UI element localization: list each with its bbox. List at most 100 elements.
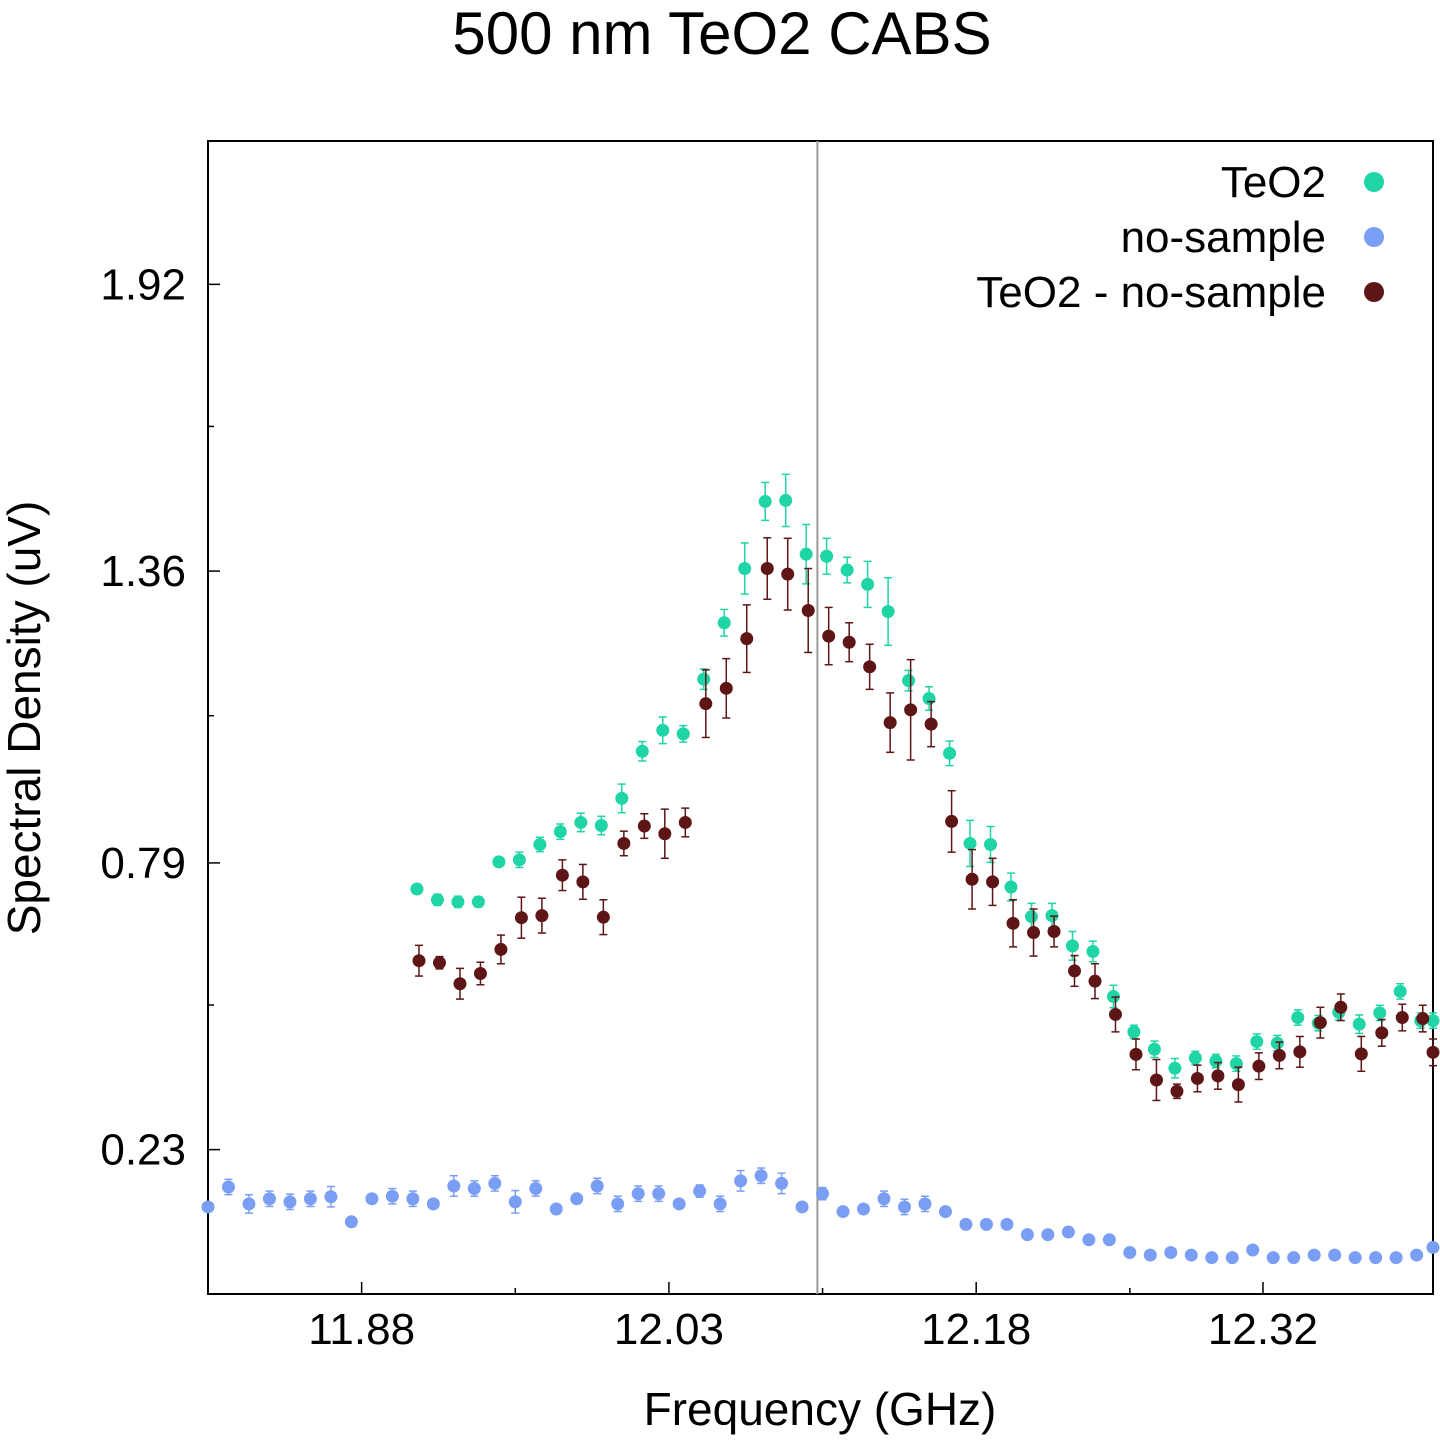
data-point (467, 1182, 481, 1196)
data-point (883, 716, 897, 730)
y-tick-label: 1.36 (100, 547, 186, 596)
data-point (699, 697, 713, 711)
data-point (1426, 1240, 1440, 1254)
plot-area: 11.88 12.03 12.18 12.32 0.23 0.79 1.36 1.92 (100, 140, 1440, 1354)
data-point (1426, 1014, 1440, 1028)
data-point (877, 1192, 891, 1206)
data-point (451, 895, 465, 909)
data-point (717, 616, 731, 630)
data-point (1209, 1054, 1223, 1068)
data-point (535, 909, 549, 923)
data-point (918, 1197, 932, 1211)
data-point (512, 853, 526, 867)
data-point (979, 1217, 993, 1231)
data-point (1389, 1251, 1403, 1265)
data-point (473, 966, 487, 980)
data-point (693, 1184, 707, 1198)
data-point (430, 893, 444, 907)
data-point (1164, 1246, 1178, 1260)
data-point (758, 494, 772, 508)
data-point (1410, 1248, 1424, 1262)
data-point (508, 1195, 522, 1209)
data-point (494, 942, 508, 956)
data-point (385, 1189, 399, 1203)
data-point (365, 1192, 379, 1206)
data-point (938, 1205, 952, 1219)
data-point (658, 827, 672, 841)
data-point (1143, 1248, 1157, 1262)
data-point (549, 1202, 563, 1216)
data-point (590, 1179, 604, 1193)
data-point (678, 815, 692, 829)
x-tick-label: 11.88 (308, 1305, 415, 1354)
data-point (1041, 1228, 1055, 1242)
legend-label: TeO2 - no-sample (976, 268, 1326, 317)
series-0 (410, 473, 1440, 1079)
data-point (652, 1187, 666, 1201)
data-point (1393, 984, 1407, 998)
data-point (637, 819, 651, 833)
data-point (533, 837, 547, 851)
series-1 (201, 1167, 1440, 1265)
data-point (840, 563, 854, 577)
data-point (1129, 1047, 1143, 1061)
data-point (1149, 1073, 1163, 1087)
data-point (262, 1192, 276, 1206)
data-point (781, 567, 795, 581)
data-point (881, 605, 895, 619)
y-tick-label: 1.92 (100, 260, 186, 309)
data-point (1184, 1248, 1198, 1262)
data-point (656, 723, 670, 737)
data-point (801, 603, 815, 617)
data-point (492, 855, 506, 869)
data-point (1293, 1045, 1307, 1059)
data-point (1102, 1233, 1116, 1247)
data-point (713, 1197, 727, 1211)
data-point (1270, 1036, 1284, 1050)
data-point (1334, 1000, 1348, 1014)
data-point (904, 703, 918, 717)
data-point (822, 629, 836, 643)
data-point (738, 562, 752, 576)
data-point (943, 746, 957, 760)
data-point (1061, 1225, 1075, 1239)
data-point (734, 1174, 748, 1188)
data-point (795, 1200, 809, 1214)
data-point (1065, 939, 1079, 953)
data-point (447, 1179, 461, 1193)
data-point (1004, 880, 1018, 894)
data-point (555, 868, 569, 882)
data-point (836, 1205, 850, 1219)
legend-marker (1364, 282, 1384, 302)
data-point (471, 895, 485, 909)
data-point (754, 1169, 768, 1183)
series-2 (412, 537, 1440, 1103)
data-point (453, 977, 467, 991)
data-point (861, 577, 875, 591)
data-point (1250, 1035, 1264, 1049)
data-point (922, 692, 936, 706)
data-point (1006, 916, 1020, 930)
data-point (488, 1176, 502, 1190)
data-point (1123, 1246, 1137, 1260)
data-point (344, 1215, 358, 1229)
data-point (201, 1200, 215, 1214)
data-point (816, 1187, 830, 1201)
data-point (740, 632, 754, 646)
y-tick-label: 0.23 (100, 1126, 186, 1175)
data-point (1354, 1047, 1368, 1061)
data-point (1375, 1026, 1389, 1040)
data-point (984, 837, 998, 851)
data-point (1252, 1059, 1266, 1073)
data-point (1328, 1248, 1342, 1262)
data-point (283, 1195, 297, 1209)
data-point (799, 547, 813, 561)
data-point (945, 814, 959, 828)
data-point (719, 681, 733, 695)
data-point (1373, 1006, 1387, 1020)
data-point (615, 791, 629, 805)
data-point (1395, 1011, 1409, 1025)
data-point (635, 744, 649, 758)
data-point (1416, 1012, 1430, 1026)
